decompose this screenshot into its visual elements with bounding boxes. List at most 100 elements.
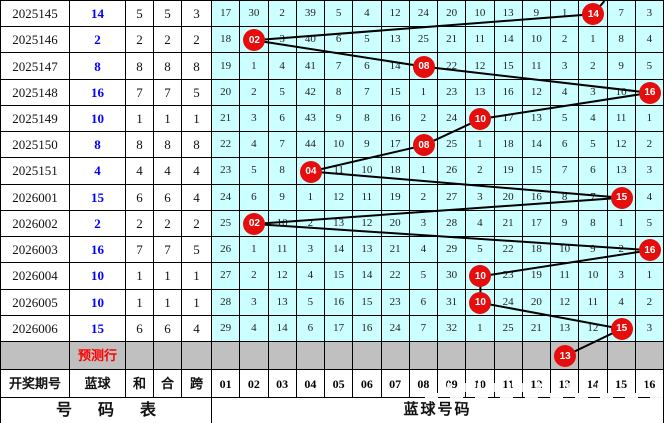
- miss-cell: 5: [409, 263, 438, 290]
- prediction-grid-cell: [268, 342, 297, 370]
- miss-cell: 1: [240, 53, 269, 80]
- kua-value-cell: 1: [182, 289, 212, 316]
- kua-value-cell: 5: [182, 237, 212, 264]
- miss-cell: 14: [494, 27, 523, 54]
- footer-blue-numbers-label: 蓝球号码: [212, 398, 664, 423]
- miss-cell: 22: [381, 263, 410, 290]
- miss-cell: 21: [381, 237, 410, 264]
- miss-cell: 29: [438, 237, 467, 264]
- miss-cell: 6: [409, 289, 438, 316]
- miss-cell: 19: [212, 53, 241, 80]
- period-cell: 2026006: [1, 315, 70, 342]
- miss-cell: 11: [466, 27, 495, 54]
- miss-cell: 1: [409, 79, 438, 106]
- miss-cell: 15: [381, 79, 410, 106]
- miss-cell: 1: [551, 1, 580, 28]
- miss-cell: 6: [579, 158, 608, 185]
- he-value-cell: 1: [126, 105, 154, 133]
- prediction-grid-cell: [240, 342, 269, 370]
- prediction-grid-cell: [579, 342, 608, 370]
- header-he: 和: [126, 370, 154, 398]
- hewei-value-cell: 4: [154, 158, 182, 185]
- miss-cell: 13: [494, 1, 523, 28]
- miss-cell: 2: [635, 132, 664, 159]
- miss-cell: 13: [268, 289, 297, 316]
- miss-cell: 17: [522, 210, 551, 238]
- he-value-cell: 7: [126, 79, 154, 106]
- miss-cell: 9: [325, 105, 354, 133]
- table-row: 2025145 14 5 5 3 17 30 2 39 5 4 12 24 20 10 13 9 1 7 3: [1, 1, 664, 28]
- miss-cell: 20: [381, 210, 410, 238]
- miss-cell: 15: [494, 53, 523, 80]
- miss-cell: 25: [494, 315, 523, 342]
- miss-cell: 1: [466, 132, 495, 159]
- miss-cell: 2: [268, 1, 297, 28]
- miss-cell: 3: [635, 158, 664, 185]
- miss-cell: 4: [240, 315, 269, 342]
- miss-cell: 6: [268, 105, 297, 133]
- column-header: 03: [268, 370, 297, 398]
- miss-cell: 6: [240, 184, 269, 211]
- miss-cell: 28: [212, 289, 241, 316]
- miss-cell: 3: [579, 79, 608, 106]
- prediction-label: 预测行: [70, 342, 126, 370]
- miss-cell: 5: [240, 158, 269, 185]
- prediction-grid-cell: [353, 342, 382, 370]
- miss-cell: 2: [607, 237, 636, 264]
- hewei-value-cell: 8: [154, 53, 182, 80]
- kua-value-cell: 2: [182, 210, 212, 238]
- miss-cell: 2: [409, 105, 438, 133]
- miss-cell: 13: [522, 105, 551, 133]
- miss-cell: 3: [268, 27, 297, 54]
- blue-value-cell: 8: [70, 132, 126, 159]
- miss-cell: 2: [296, 210, 325, 238]
- blue-value-cell: 2: [70, 210, 126, 238]
- miss-cell: 11: [579, 289, 608, 316]
- he-value-cell: 6: [126, 315, 154, 342]
- miss-cell: 21: [522, 315, 551, 342]
- miss-cell: 16: [494, 79, 523, 106]
- miss-cell: 21: [212, 105, 241, 133]
- miss-cell: 20: [494, 184, 523, 211]
- miss-cell: 11: [522, 53, 551, 80]
- miss-cell: 9: [522, 1, 551, 28]
- header-kua: 跨: [182, 370, 212, 398]
- miss-cell: 31: [438, 289, 467, 316]
- miss-cell: 3: [409, 210, 438, 238]
- miss-cell: 13: [353, 237, 382, 264]
- hewei-value-cell: 6: [154, 315, 182, 342]
- miss-cell: 23: [381, 289, 410, 316]
- period-cell: 2025146: [1, 27, 70, 54]
- kua-value-cell: 3: [182, 1, 212, 28]
- blue-value-cell: 2: [70, 27, 126, 54]
- miss-cell: 12: [381, 1, 410, 28]
- miss-cell: 8: [325, 79, 354, 106]
- prediction-he-cell: [126, 342, 154, 370]
- miss-cell: 7: [268, 132, 297, 159]
- miss-cell: 14: [381, 53, 410, 80]
- miss-cell: 10: [466, 1, 495, 28]
- miss-cell: 1: [607, 210, 636, 238]
- miss-cell: 8: [268, 158, 297, 185]
- period-cell: 2026002: [1, 210, 70, 238]
- hewei-value-cell: 7: [154, 237, 182, 264]
- miss-cell: 5: [551, 105, 580, 133]
- miss-cell: 15: [325, 263, 354, 290]
- blue-ball-marker: 08: [412, 134, 435, 157]
- miss-cell: 8: [579, 210, 608, 238]
- miss-cell: 4: [607, 289, 636, 316]
- miss-cell: 23: [438, 79, 467, 106]
- miss-cell: 5: [268, 79, 297, 106]
- miss-cell: 5: [635, 210, 664, 238]
- miss-cell: 44: [296, 132, 325, 159]
- miss-cell: 11: [325, 158, 354, 185]
- miss-cell: 17: [381, 132, 410, 159]
- blue-ball-marker: 15: [610, 186, 633, 209]
- miss-cell: 25: [212, 210, 241, 238]
- miss-cell: 11: [551, 263, 580, 290]
- table-row: 2026006 15 6 6 4 29 4 14 6 17 16 24 7 32 1 25 21 13 12 3: [1, 315, 664, 342]
- miss-cell: 43: [296, 105, 325, 133]
- miss-cell: 4: [466, 210, 495, 238]
- miss-cell: 12: [579, 315, 608, 342]
- he-value-cell: 4: [126, 158, 154, 185]
